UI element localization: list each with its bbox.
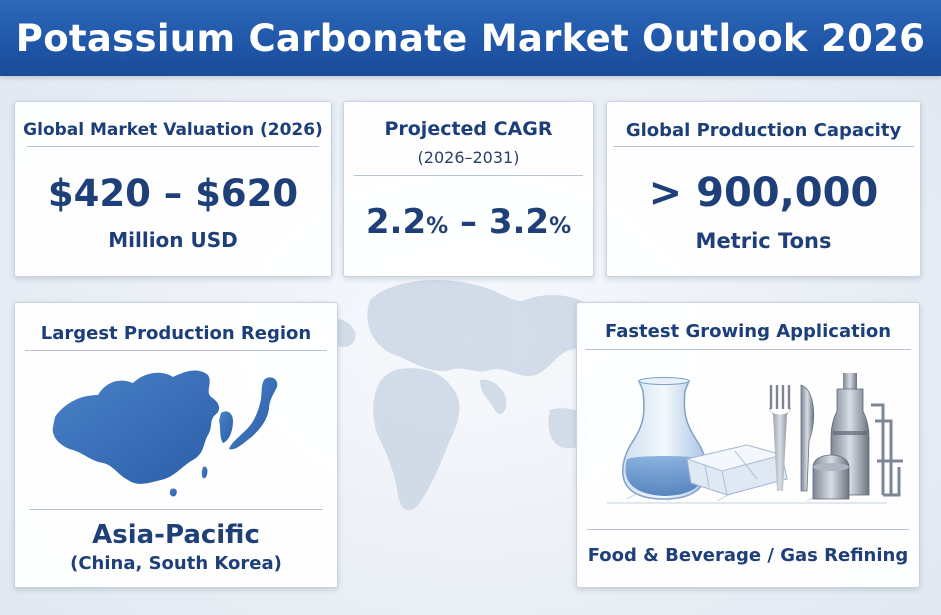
application-title: Fastest Growing Application [604, 321, 892, 342]
region-title: Largest Production Region [40, 323, 312, 344]
capacity-value: > 900,000 [648, 170, 879, 216]
region-name: Asia-Pacific [92, 520, 260, 550]
cagr-card: Projected CAGR (2026–2031) 2.2% – 3.2% [343, 101, 594, 277]
cagr-high: 3.2 [488, 202, 550, 242]
cagr-low-percent: % [426, 214, 449, 239]
cagr-separator: – [460, 202, 477, 242]
capacity-divider [613, 146, 914, 147]
capacity-unit: Metric Tons [695, 229, 832, 253]
cagr-low: 2.2 [365, 202, 427, 242]
valuation-value: $420 – $620 [47, 172, 299, 215]
valuation-title: Global Market Valuation (2026) [23, 120, 323, 140]
cagr-title: Projected CAGR [384, 118, 553, 140]
application-divider-bottom [587, 529, 909, 530]
valuation-unit: Million USD [108, 228, 238, 252]
cagr-value: 2.2% – 3.2% [344, 202, 593, 242]
production-region-card: Largest Production Region Asia-Pacific (… [14, 302, 338, 588]
production-capacity-card: Global Production Capacity > 900,000 Met… [606, 101, 921, 277]
growing-application-card: Fastest Growing Application [576, 302, 920, 588]
cagr-high-percent: % [549, 214, 572, 239]
region-divider [25, 350, 327, 351]
header-banner: Potassium Carbonate Market Outlook 2026 [0, 0, 941, 76]
cagr-subtitle: (2026–2031) [417, 148, 520, 167]
region-divider-bottom [29, 509, 323, 510]
region-detail: (China, South Korea) [70, 553, 282, 574]
cagr-divider [354, 175, 583, 176]
capacity-title: Global Production Capacity [625, 120, 902, 141]
application-name: Food & Beverage / Gas Refining [587, 545, 909, 566]
market-valuation-card: Global Market Valuation (2026) $420 – $6… [14, 101, 332, 277]
valuation-divider [27, 146, 319, 147]
east-asia-map-icon [52, 370, 278, 497]
application-divider [585, 349, 911, 350]
lab-food-refinery-icon [607, 373, 903, 504]
page-title: Potassium Carbonate Market Outlook 2026 [15, 16, 926, 60]
